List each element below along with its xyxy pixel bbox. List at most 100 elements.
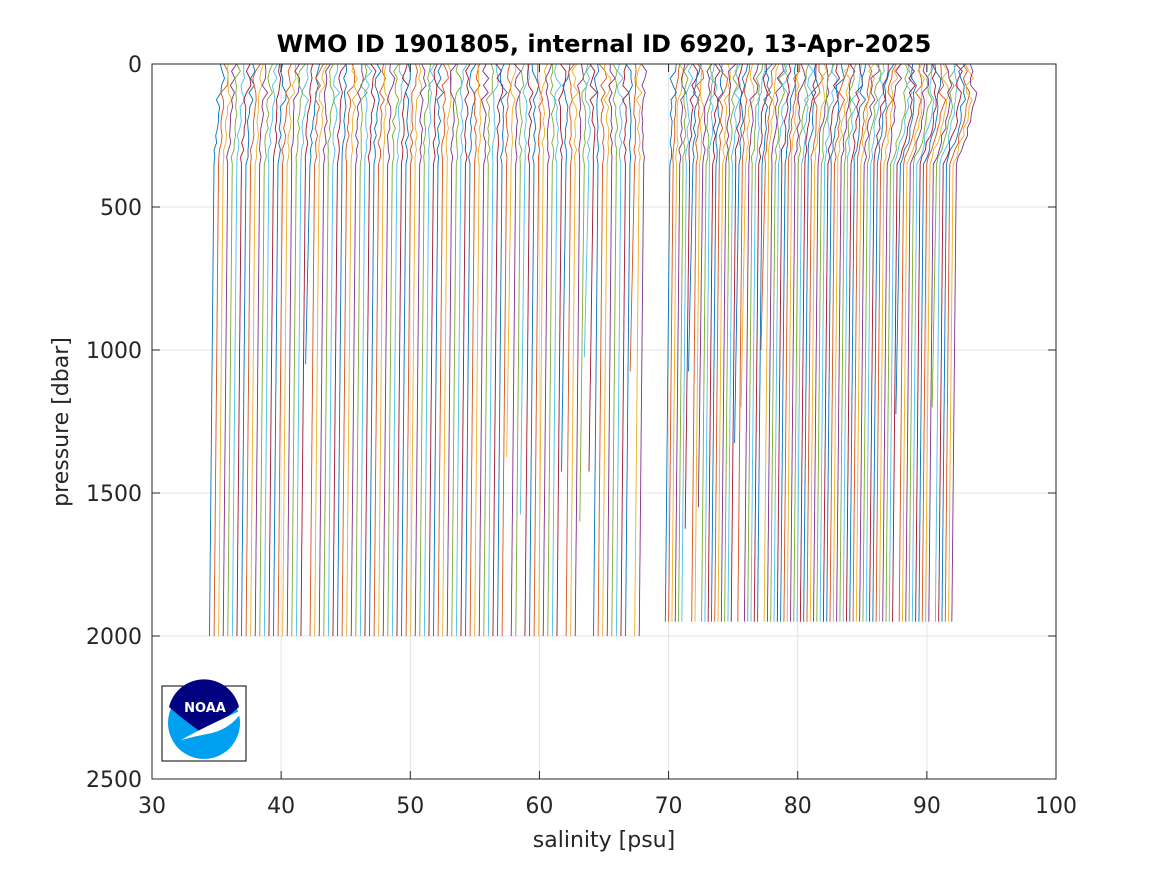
- profile-line: [799, 63, 817, 622]
- profile-line: [300, 63, 314, 637]
- profile-line: [245, 63, 261, 636]
- profile-line: [241, 63, 256, 637]
- profile-line: [565, 63, 575, 637]
- x-tick-label: 30: [138, 794, 166, 819]
- profile-line: [694, 63, 705, 622]
- profile-line: [337, 63, 348, 637]
- profile-line: [629, 63, 637, 372]
- profile-line: [766, 63, 784, 622]
- profile-line: [895, 63, 917, 415]
- profile-line: [727, 63, 742, 622]
- profile-line: [355, 63, 368, 637]
- profile-line: [819, 63, 838, 622]
- profile-line: [282, 63, 297, 637]
- profile-line: [259, 63, 274, 637]
- y-tick-label: 2000: [86, 625, 142, 650]
- profile-line: [442, 63, 453, 636]
- profile-line: [934, 63, 959, 622]
- profile-line: [369, 63, 382, 637]
- x-tick-label: 90: [913, 794, 941, 819]
- x-tick-label: 100: [1035, 794, 1077, 819]
- profile-line: [760, 63, 777, 351]
- profile-line: [332, 63, 347, 637]
- profile-line: [849, 63, 867, 622]
- profile-line: [556, 63, 567, 637]
- profile-line: [911, 63, 935, 622]
- profile-line: [740, 63, 755, 408]
- profile-line: [510, 63, 522, 637]
- profile-line: [688, 63, 701, 372]
- profile-line: [218, 63, 233, 637]
- profile-line: [273, 63, 287, 637]
- profile-line: [428, 63, 438, 637]
- y-tick-label: 1500: [86, 482, 142, 507]
- profile-line: [487, 63, 499, 636]
- profile-line: [634, 63, 643, 636]
- profile-line: [359, 63, 373, 636]
- profile-line: [770, 63, 788, 622]
- profile-line: [460, 63, 471, 637]
- profile-line: [921, 63, 947, 622]
- profile-line: [915, 63, 937, 622]
- profile-line: [382, 63, 396, 637]
- profile-line: [681, 63, 694, 622]
- profile-line: [309, 63, 324, 636]
- profile-line: [583, 63, 592, 358]
- profile-line: [437, 63, 449, 636]
- y-axis-label: pressure [dbar]: [49, 337, 74, 507]
- profile-line: [832, 63, 853, 622]
- profile-line: [816, 63, 833, 622]
- profile-line: [615, 63, 625, 636]
- profiles: [209, 63, 978, 637]
- profile-line: [786, 63, 800, 622]
- profile-line: [809, 63, 828, 622]
- profile-line: [286, 63, 301, 637]
- profile-line: [875, 63, 897, 622]
- profile-line: [268, 63, 282, 637]
- profile-line: [925, 63, 950, 622]
- profile-line: [951, 63, 978, 622]
- profile-line: [373, 63, 386, 636]
- profile-line: [341, 63, 356, 636]
- profile-line: [538, 63, 548, 636]
- profile-line: [391, 63, 405, 636]
- profile-line: [750, 63, 766, 622]
- profile-line: [533, 64, 544, 637]
- profile-line: [803, 63, 819, 622]
- profile-line: [822, 63, 841, 622]
- profile-line: [551, 63, 562, 636]
- profile-line: [691, 63, 705, 622]
- x-axis-label: salinity [psu]: [533, 828, 675, 853]
- profile-line: [579, 63, 589, 522]
- profile-line: [717, 63, 731, 622]
- profile-line: [783, 63, 801, 622]
- profile-line: [872, 63, 895, 622]
- profile-line: [704, 63, 718, 622]
- profile-line: [478, 63, 490, 637]
- profile-line: [902, 63, 925, 622]
- profile-line: [737, 63, 751, 622]
- profile-line: [862, 63, 882, 622]
- profile-line: [602, 63, 611, 636]
- profile-line: [529, 63, 540, 637]
- profile-line: [938, 63, 963, 622]
- profile-line: [387, 63, 400, 637]
- profile-line: [865, 63, 885, 622]
- profile-line: [836, 63, 856, 622]
- logo-text: NOAA: [184, 701, 226, 716]
- profile-line: [829, 63, 850, 622]
- noaa-logo: NOAA: [161, 679, 247, 762]
- x-tick-label: 40: [267, 794, 295, 819]
- profile-line: [506, 63, 517, 458]
- y-tick-label: 1000: [86, 339, 142, 364]
- profile-line: [455, 63, 468, 636]
- profile-line: [710, 63, 724, 622]
- profile-line: [757, 63, 773, 622]
- x-tick-labels: 30 40 50 60 70 80 90 100: [138, 794, 1077, 819]
- profile-line: [931, 63, 956, 408]
- profile-line: [519, 63, 530, 515]
- profile-line: [664, 63, 677, 622]
- profile-line: [852, 63, 873, 622]
- profile-line: [846, 63, 863, 622]
- profile-line: [469, 63, 481, 637]
